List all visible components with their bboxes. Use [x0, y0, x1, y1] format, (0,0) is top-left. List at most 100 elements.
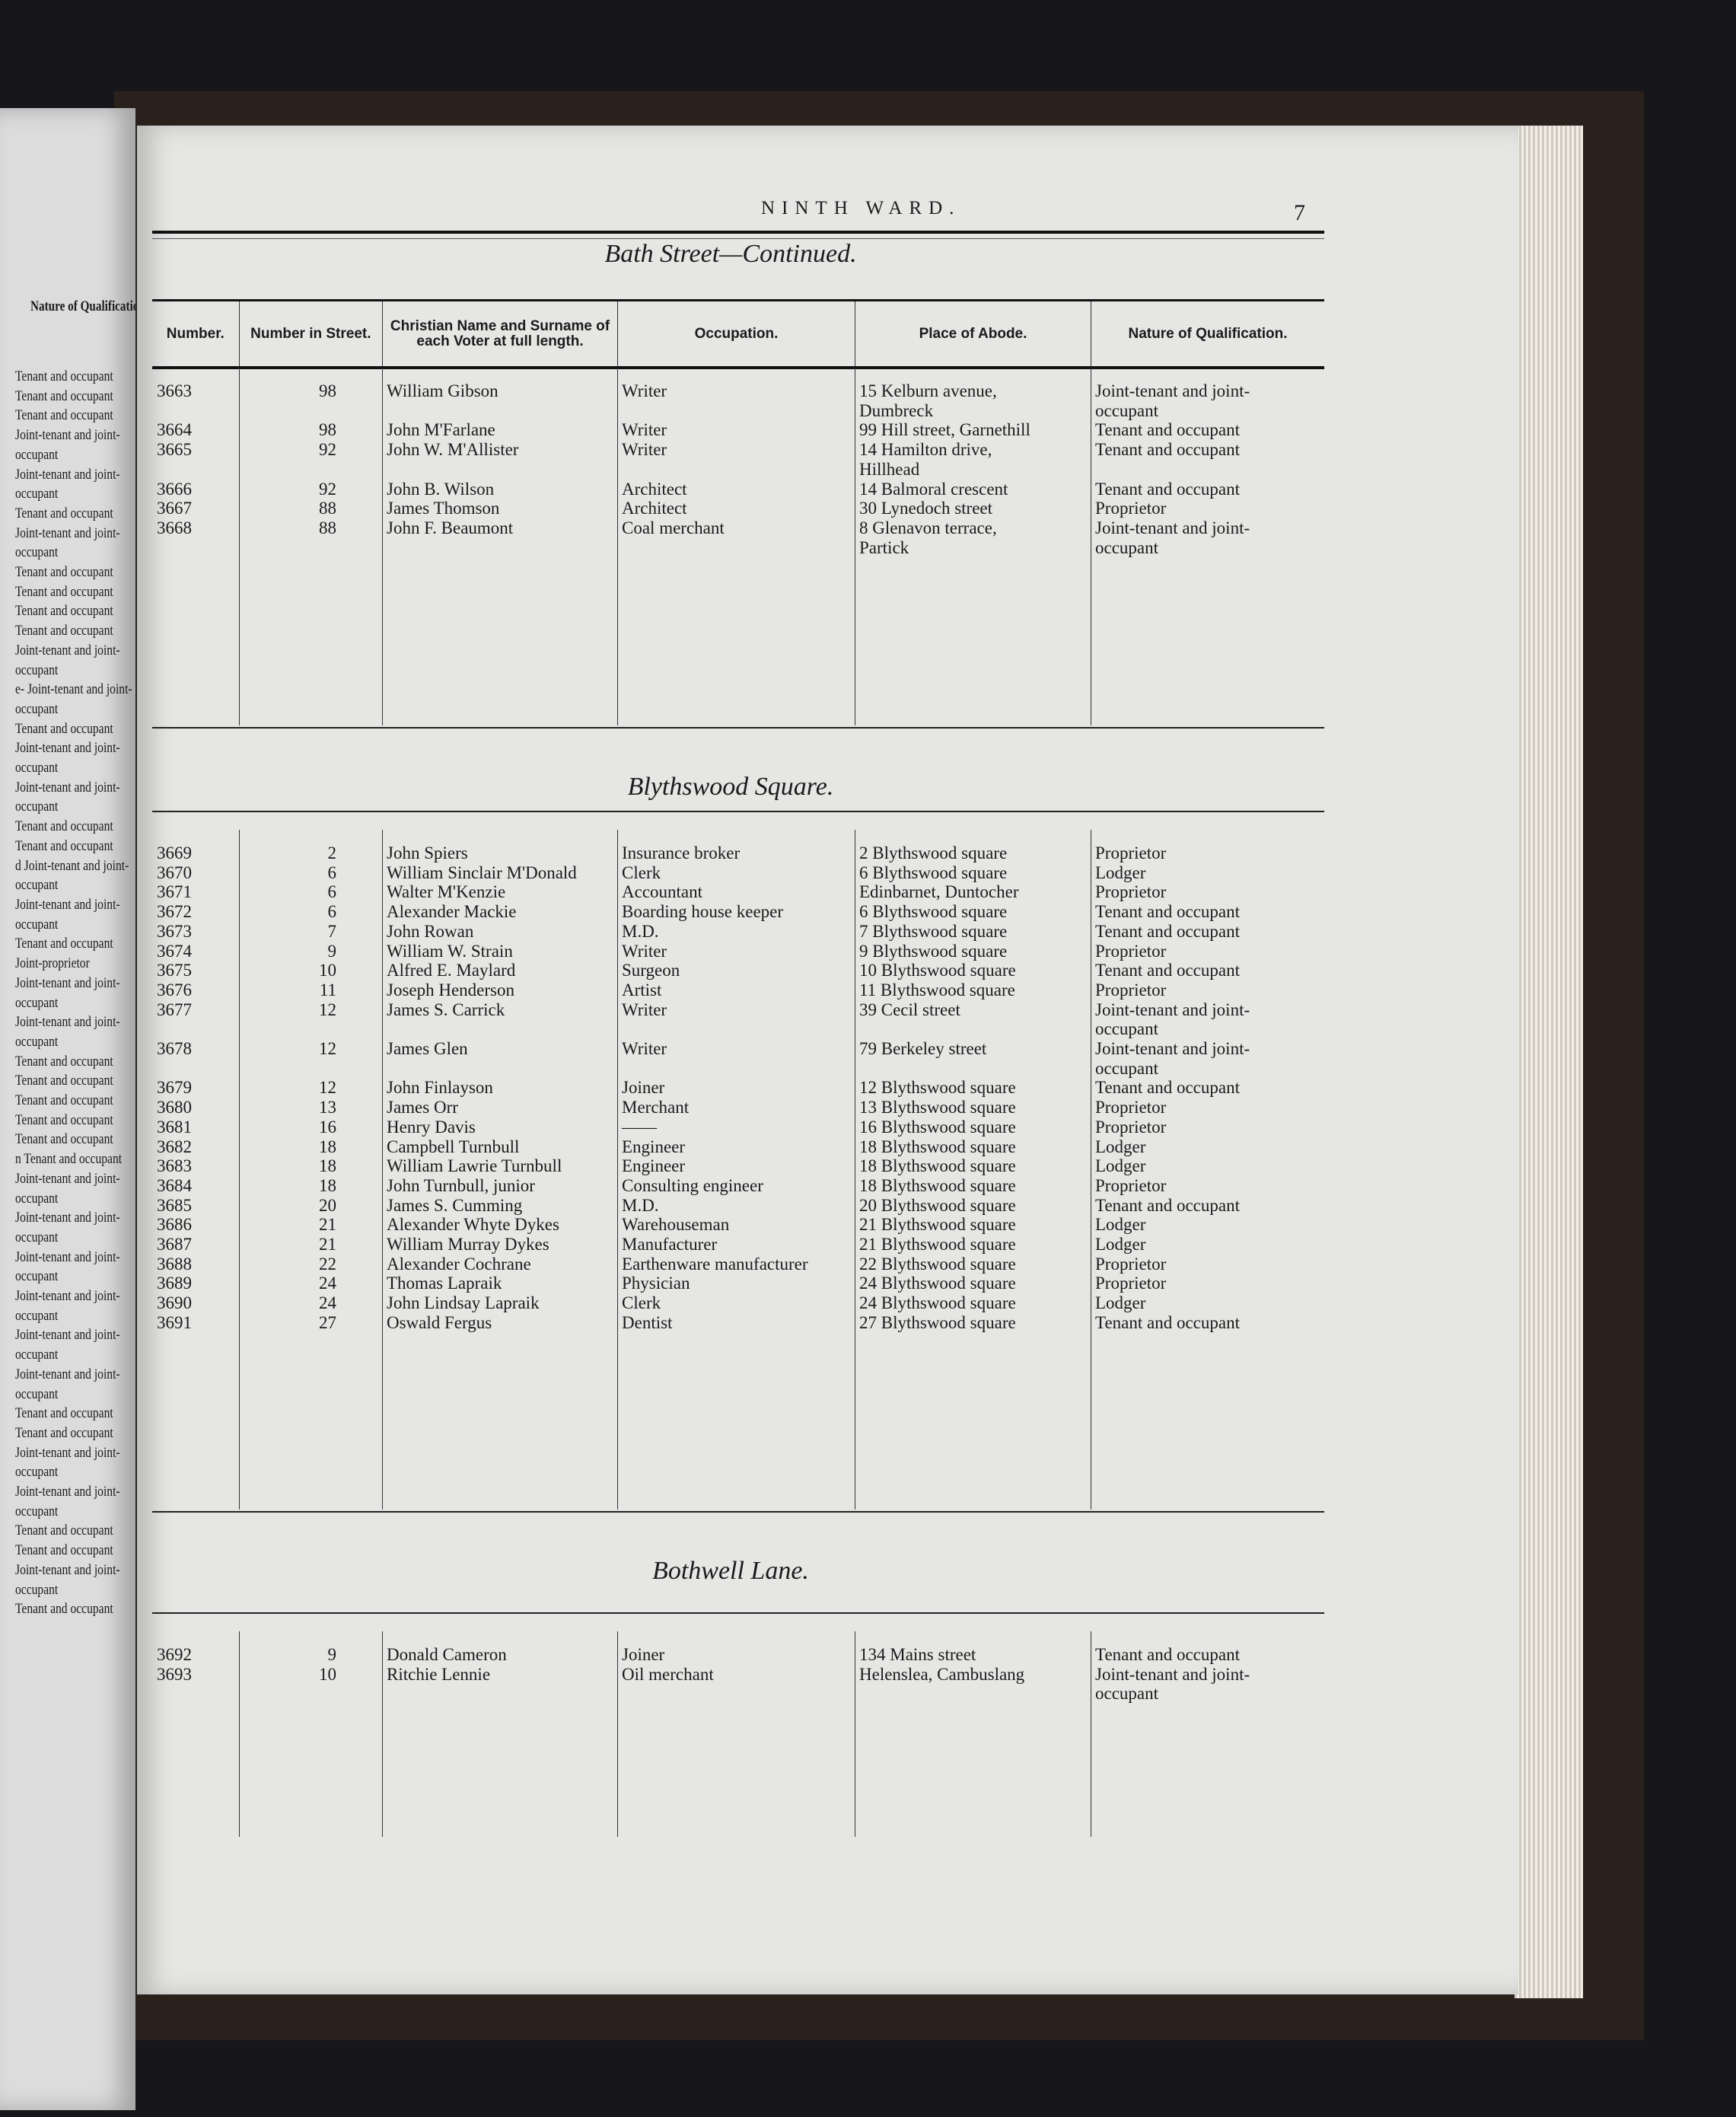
- left-page-item: Tenant and occupant: [15, 1522, 113, 1539]
- table-row: 3674 9 William W. Strain Writer 9 Blythswoo…: [152, 942, 1324, 961]
- place-of-abode: 99 Hill street, Garnethill: [859, 420, 1030, 440]
- qualification: Tenant and occupant: [1095, 479, 1240, 499]
- left-page-item: occupant: [15, 1033, 59, 1050]
- qualification: Proprietor: [1095, 843, 1167, 862]
- left-page-item: occupant: [15, 877, 59, 894]
- occupation: Dentist: [622, 1312, 673, 1332]
- occupation: Clerk: [622, 1293, 661, 1313]
- place-of-abode: 6 Blythswood square: [859, 862, 1008, 882]
- place-of-abode: 10 Blythswood square: [859, 961, 1016, 980]
- qualification: Joint-tenant and joint- occupant: [1095, 381, 1250, 420]
- number-in-street: 27: [319, 1312, 336, 1332]
- voter-name: James S. Cumming: [387, 1195, 523, 1215]
- qualification: Proprietor: [1095, 1175, 1167, 1195]
- voter-name: Oswald Fergus: [387, 1312, 492, 1332]
- table-row: 3690 24 John Lindsay Lapraik Clerk 24 Blyths…: [152, 1293, 1324, 1313]
- voter-name: John B. Wilson: [387, 479, 495, 499]
- place-of-abode: 24 Blythswood square: [859, 1293, 1016, 1313]
- number-in-street: 98: [319, 420, 336, 440]
- voter-number: 3684: [157, 1175, 192, 1195]
- table-row: 3664 98 John M'Farlane Writer 99 Hill street…: [152, 420, 1324, 440]
- place-of-abode: Edinbarnet, Duntocher: [859, 882, 1019, 902]
- left-page-column-header: Nature of Qualification.: [30, 298, 135, 314]
- left-page-item: occupant: [15, 544, 59, 561]
- section-title: Bothwell Lane.: [652, 1557, 809, 1585]
- voter-number: 3685: [157, 1195, 192, 1215]
- voter-name: William Lawrie Turnbull: [387, 1156, 562, 1176]
- section-rule: [152, 1511, 1324, 1513]
- page-edges: [1515, 126, 1583, 1998]
- occupation: Joiner: [622, 1078, 665, 1098]
- table-row: 3679 12 John Finlayson Joiner 12 Blythswood …: [152, 1078, 1324, 1098]
- number-in-street: 98: [319, 381, 336, 400]
- occupation: Writer: [622, 941, 667, 961]
- occupation: Surgeon: [622, 961, 680, 980]
- qualification: Proprietor: [1095, 980, 1167, 1000]
- table-row: 3668 88 John F. Beaumont Coal merchant 8 Gl…: [152, 518, 1324, 557]
- left-page-item: Joint-tenant and joint-: [15, 1484, 120, 1500]
- column-header-abode: Place of Abode.: [855, 301, 1091, 366]
- table-row: 3683 18 William Lawrie Turnbull Engineer 18 …: [152, 1156, 1324, 1176]
- left-page-item: occupant: [15, 486, 59, 502]
- voter-name: James Glen: [387, 1039, 468, 1059]
- column-rule: [239, 830, 240, 1510]
- column-rule: [617, 1631, 618, 1837]
- table-row: 3687 21 William Murray Dykes Manufacturer 21…: [152, 1235, 1324, 1255]
- qualification: Tenant and occupant: [1095, 902, 1240, 922]
- place-of-abode: 13 Blythswood square: [859, 1098, 1016, 1117]
- voter-name: John Turnbull, junior: [387, 1175, 535, 1195]
- voter-section: 3669 2 John Spiers Insurance broker 2 Blyth…: [152, 830, 1324, 1510]
- head-rule-thin: [152, 238, 1324, 239]
- table-row: 3666 92 John B. Wilson Architect 14 Balmoral…: [152, 480, 1324, 499]
- occupation: Insurance broker: [622, 843, 741, 862]
- table-row: 3678 12 James Glen Writer 79 Berkeley street…: [152, 1039, 1324, 1078]
- section-rule: [152, 811, 1324, 812]
- occupation: Engineer: [622, 1156, 686, 1176]
- number-in-street: 9: [327, 941, 337, 961]
- left-page-item: occupant: [15, 1307, 59, 1324]
- voter-name: Henry Davis: [387, 1117, 476, 1137]
- left-page-item: Joint-tenant and joint-: [15, 1288, 120, 1305]
- table-row: 3663 98 William Gibson Writer 15 Kelburn ave…: [152, 381, 1324, 420]
- qualification: Lodger: [1095, 1137, 1146, 1156]
- table-row: 3667 88 James Thomson Architect 30 Lynedoch …: [152, 499, 1324, 518]
- page-number: 7: [1294, 200, 1305, 225]
- place-of-abode: 39 Cecil street: [859, 1000, 960, 1019]
- voter-number: 3663: [157, 381, 192, 400]
- number-in-street: 24: [319, 1274, 336, 1293]
- column-header-name: Christian Name and Surname of each Voter…: [383, 301, 619, 366]
- place-of-abode: 18 Blythswood square: [859, 1175, 1016, 1195]
- occupation: Clerk: [622, 862, 661, 882]
- qualification: Joint-tenant and joint- occupant: [1095, 518, 1250, 557]
- voter-number: 3693: [157, 1664, 192, 1684]
- left-page-item: Tenant and occupant: [15, 837, 113, 854]
- place-of-abode: 24 Blythswood square: [859, 1274, 1016, 1293]
- left-page-item: occupant: [15, 994, 59, 1011]
- voter-number: 3690: [157, 1293, 192, 1313]
- voter-name: William Sinclair M'Donald: [387, 862, 577, 882]
- place-of-abode: 21 Blythswood square: [859, 1235, 1016, 1255]
- qualification: Lodger: [1095, 862, 1146, 882]
- voter-name: John Lindsay Lapraik: [387, 1293, 540, 1313]
- voter-name: William Murray Dykes: [387, 1235, 549, 1255]
- left-page-item: Tenant and occupant: [15, 368, 113, 384]
- voter-name: Donald Cameron: [387, 1645, 507, 1664]
- table-row: 3672 6 Alexander Mackie Boarding house keep…: [152, 902, 1324, 922]
- voter-name: John M'Farlane: [387, 420, 495, 440]
- left-page-item: Tenant and occupant: [15, 407, 113, 424]
- qualification: Proprietor: [1095, 499, 1167, 518]
- left-page-item: Tenant and occupant: [15, 603, 113, 620]
- number-in-street: 92: [319, 440, 336, 460]
- left-page-item: occupant: [15, 1385, 59, 1402]
- qualification: Lodger: [1095, 1215, 1146, 1235]
- section-rule: [152, 1612, 1324, 1614]
- occupation: Coal merchant: [622, 518, 725, 537]
- left-page-item: Joint-tenant and joint-: [15, 1248, 120, 1265]
- voter-number: 3673: [157, 921, 192, 941]
- number-in-street: 12: [319, 1000, 336, 1019]
- left-page-item: Joint-tenant and joint-: [15, 1366, 120, 1382]
- left-page-item: Joint-tenant and joint-: [15, 740, 120, 757]
- occupation: Consulting engineer: [622, 1175, 763, 1195]
- place-of-abode: 15 Kelburn avenue, Dumbreck: [859, 381, 997, 420]
- table-row: 3665 92 John W. M'Allister Writer 14 Hamilto…: [152, 440, 1324, 479]
